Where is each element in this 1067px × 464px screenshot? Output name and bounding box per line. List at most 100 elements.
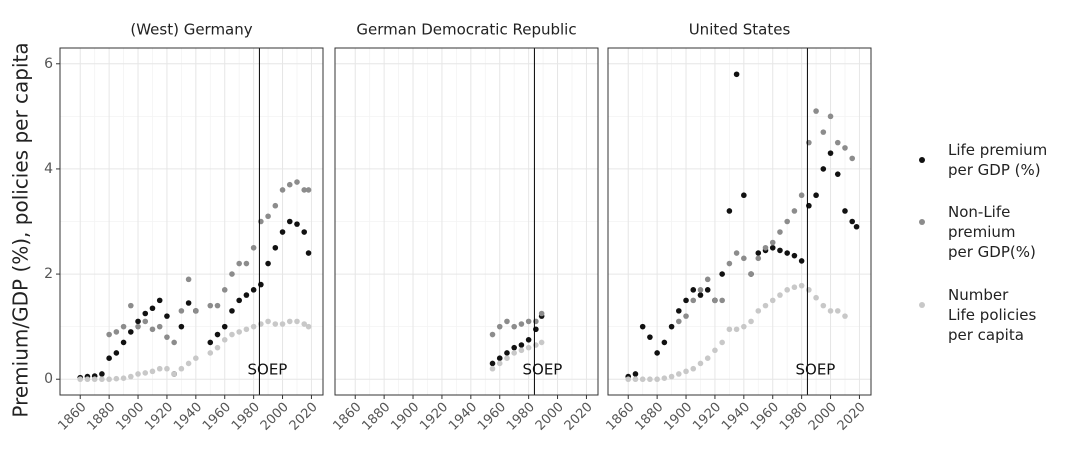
x-tick-label: 2020 (835, 400, 869, 434)
data-point (690, 365, 697, 372)
data-point (178, 308, 185, 314)
data-point (511, 344, 517, 351)
data-point (250, 287, 257, 293)
data-point (214, 331, 221, 338)
x-tick-label: 1980 (229, 400, 263, 434)
data-point (525, 318, 532, 325)
y-axis-label: Premium/GDP (%), policies per capita (9, 42, 33, 417)
data-point (142, 310, 149, 317)
data-point (272, 202, 279, 209)
data-point (726, 326, 733, 333)
data-point (676, 318, 682, 325)
data-point (113, 375, 120, 382)
data-point (265, 213, 271, 220)
data-point (525, 344, 532, 351)
data-point (236, 297, 242, 304)
data-point (668, 373, 675, 380)
data-point (726, 208, 733, 214)
x-tick-label: 1960 (748, 400, 782, 434)
data-point (813, 192, 819, 199)
data-point (185, 276, 192, 283)
data-point (504, 350, 510, 356)
x-tick-label: 1900 (388, 400, 422, 434)
data-point (504, 318, 510, 325)
data-point (820, 302, 827, 309)
data-point (712, 347, 718, 354)
data-point (243, 260, 250, 267)
x-tick-label: 2000 (806, 400, 840, 434)
data-point (279, 187, 286, 193)
data-point (221, 287, 228, 293)
data-point (99, 376, 105, 383)
annotation: SOEP (795, 361, 835, 379)
data-point (511, 350, 517, 356)
data-point (741, 323, 747, 330)
x-tick-label: 1880 (359, 400, 393, 434)
data-point (294, 318, 300, 325)
data-point (647, 334, 653, 340)
data-point (120, 339, 127, 346)
facet-title: (West) Germany (130, 21, 252, 39)
x-tick-label: 1900 (113, 400, 147, 434)
data-point (755, 308, 762, 314)
data-point (704, 276, 711, 283)
legend-marker (919, 302, 925, 308)
data-point (798, 192, 805, 199)
data-point (120, 375, 127, 381)
data-point (533, 318, 539, 325)
data-point (791, 252, 798, 259)
data-point (533, 342, 539, 348)
data-point (733, 250, 740, 256)
data-point (99, 371, 105, 377)
data-point (149, 326, 156, 333)
data-point (120, 323, 127, 330)
data-point (301, 187, 308, 193)
data-point (639, 323, 646, 330)
data-point (842, 208, 848, 214)
data-point (135, 318, 141, 325)
x-tick-label: 1980 (777, 400, 811, 434)
data-point (654, 350, 660, 356)
x-tick-label: 1860 (56, 400, 90, 434)
data-point (690, 287, 697, 293)
x-tick-label: 1920 (690, 400, 724, 434)
annotation: SOEP (247, 361, 287, 379)
data-point (690, 297, 697, 304)
data-point (496, 360, 503, 367)
data-point (533, 326, 539, 333)
legend-marker (919, 219, 925, 225)
x-tick-label: 1880 (632, 400, 666, 434)
data-point (77, 376, 84, 383)
data-point (683, 368, 689, 375)
data-point (769, 297, 776, 304)
data-point (221, 323, 228, 330)
data-point (784, 218, 790, 225)
data-point (113, 329, 120, 335)
data-point (496, 355, 503, 361)
data-point (625, 376, 632, 383)
data-point (135, 371, 141, 377)
data-point (813, 294, 819, 301)
data-point (719, 297, 725, 304)
data-point (178, 365, 185, 372)
data-point (84, 376, 91, 383)
data-point (286, 318, 293, 325)
data-point (221, 336, 228, 343)
panel-border (607, 47, 872, 396)
data-point (518, 347, 525, 354)
data-point (193, 308, 199, 314)
data-point (305, 323, 312, 330)
data-point (827, 150, 834, 156)
data-point (171, 339, 177, 346)
data-point (853, 223, 860, 230)
data-point (741, 255, 747, 262)
data-point (798, 258, 805, 264)
data-point (106, 331, 112, 338)
x-tick-label: 1920 (142, 400, 176, 434)
x-tick-label: 1940 (719, 400, 753, 434)
x-tick-label: 1960 (475, 400, 509, 434)
data-point (813, 108, 819, 114)
data-point (748, 271, 754, 277)
